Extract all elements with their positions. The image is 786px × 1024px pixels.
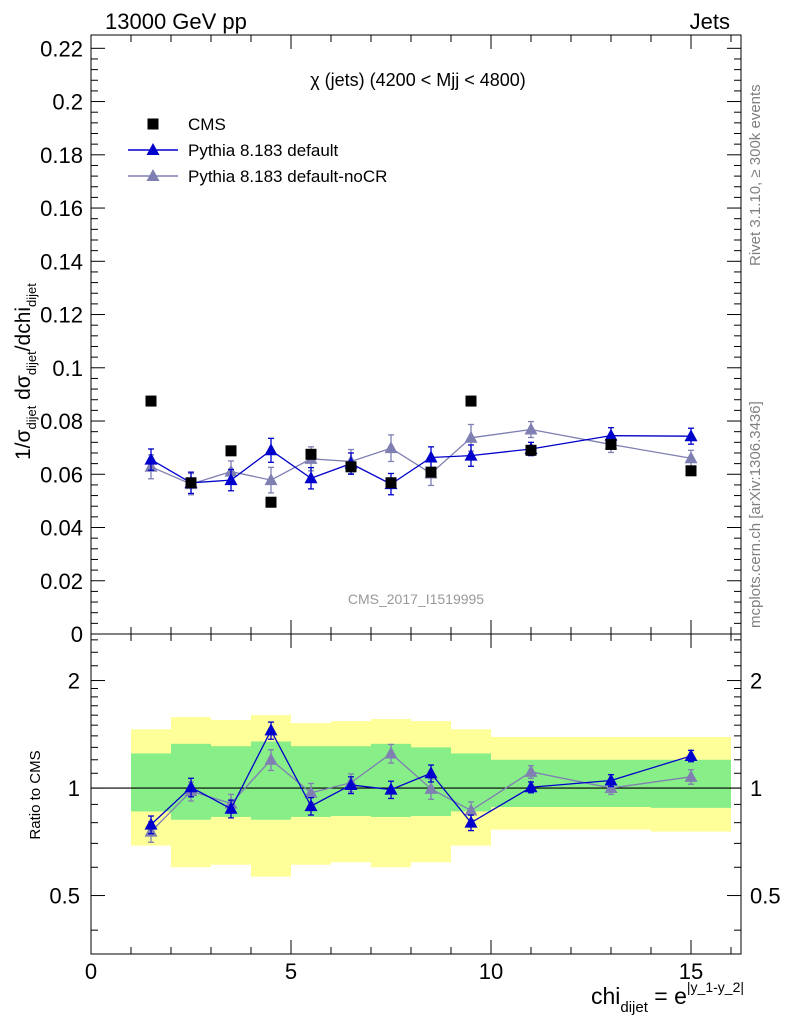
cms-point xyxy=(345,461,357,473)
ratio-default-point xyxy=(684,748,698,761)
ratio-y-tick-label: 2 xyxy=(68,669,80,694)
y-tick-label: 0.14 xyxy=(40,249,83,274)
ratio-default-point xyxy=(524,780,538,793)
default-point xyxy=(684,429,698,442)
ratio-default-point xyxy=(424,766,438,779)
ratio-y-tick-label-right: 2 xyxy=(750,669,762,694)
x-tick-label: 0 xyxy=(85,959,97,984)
ratio-default-point xyxy=(344,777,358,790)
header-left: 13000 GeV pp xyxy=(105,9,247,34)
default-point xyxy=(264,443,278,456)
ratio-noCR-point xyxy=(264,752,278,765)
ratio-default-point xyxy=(464,815,478,828)
mcplots-label: mcplots.cern.ch [arXiv:1306.3436] xyxy=(747,401,764,628)
noCR-point xyxy=(384,441,398,454)
noCR-line xyxy=(150,428,692,485)
legend-label: Pythia 8.183 default-noCR xyxy=(188,167,387,186)
default-point xyxy=(304,471,318,484)
cms-point xyxy=(145,395,157,407)
ratio-default-point xyxy=(184,780,198,793)
y-tick-label: 0.12 xyxy=(40,303,83,328)
ratio-default-point xyxy=(304,799,318,812)
cms-point xyxy=(465,395,477,407)
header-right: Jets xyxy=(690,9,730,34)
legend-label: CMS xyxy=(188,115,226,134)
ratio-noCR-point xyxy=(464,803,478,816)
legend-marker xyxy=(146,143,160,155)
y-tick-label: 0.04 xyxy=(40,516,83,541)
rivet-label: Rivet 3.1.10, ≥ 300k events xyxy=(747,84,764,266)
cms-point xyxy=(425,466,437,478)
noCR-point xyxy=(464,430,478,443)
y-tick-label: 0.18 xyxy=(40,143,83,168)
legend-label: Pythia 8.183 default xyxy=(188,141,339,160)
cms-point xyxy=(385,477,397,489)
default-point xyxy=(604,428,618,441)
cms-point xyxy=(225,445,237,457)
legend-marker xyxy=(147,118,159,130)
y-tick-label: 0.16 xyxy=(40,196,83,221)
main-data-layer xyxy=(144,395,698,508)
ratio-noCR-line xyxy=(150,752,692,833)
ratio-data-layer xyxy=(144,721,698,843)
ratio-noCR-point xyxy=(524,764,538,777)
ratio-default-point xyxy=(604,773,618,786)
default-point xyxy=(144,452,158,465)
cms-point xyxy=(525,444,537,456)
ratio-y-tick-label: 1 xyxy=(68,776,80,801)
ratio-default-point xyxy=(224,801,238,814)
ratio-default-point xyxy=(384,782,398,795)
main-title: χ (jets) (4200 < Mjj < 4800) xyxy=(310,70,526,90)
ratio-ticks: 0.5 0.5 1 1 2 2 0 5 10 15 xyxy=(49,634,781,984)
cms-point xyxy=(605,438,617,450)
y-tick-label: 0.06 xyxy=(40,462,83,487)
cms-point xyxy=(305,448,317,460)
ratio-default-line xyxy=(150,729,692,826)
cms-point xyxy=(265,496,277,508)
noCR-point xyxy=(524,422,538,435)
y-tick-label: 0.08 xyxy=(40,409,83,434)
default-point xyxy=(224,473,238,486)
y-tick-label: 0.1 xyxy=(52,356,83,381)
cms-point xyxy=(185,477,197,489)
main-ylabel: 1/σdijet dσdijet/dchidijet xyxy=(12,283,39,460)
y-tick-label: 0.2 xyxy=(52,90,83,115)
watermark: CMS_2017_I1519995 xyxy=(348,591,484,607)
y-tick-label: 0 xyxy=(71,622,83,647)
ratio-noCR-point xyxy=(384,746,398,759)
ratio-default-point xyxy=(144,817,158,830)
ratio-noCR-point xyxy=(304,785,318,798)
ratio-noCR-point xyxy=(424,781,438,794)
ratio-y-tick-label-right: 0.5 xyxy=(750,884,781,909)
x-tick-label: 15 xyxy=(679,959,703,984)
cms-point xyxy=(685,465,697,477)
default-point xyxy=(424,450,438,463)
y-tick-label: 0.22 xyxy=(40,36,83,61)
noCR-point xyxy=(684,451,698,464)
default-line xyxy=(150,435,692,485)
ratio-ylabel: Ratio to CMS xyxy=(27,750,44,839)
x-axis-label: chidijet = e|y_1-y_2| xyxy=(591,979,744,1016)
main-ticks: 0 0.02 0.04 0.06 0.08 0.1 0.12 0.14 0.16 0.18 0.2 0… xyxy=(40,35,741,647)
legend-marker xyxy=(146,169,160,181)
x-tick-label: 5 xyxy=(285,959,297,984)
inner-band xyxy=(131,753,171,812)
noCR-point xyxy=(264,473,278,486)
ratio-default-point xyxy=(264,723,278,736)
ratio-y-tick-label-right: 1 xyxy=(750,776,762,801)
y-tick-label: 0.02 xyxy=(40,569,83,594)
ratio-noCR-point xyxy=(684,769,698,782)
ratio-frame xyxy=(90,633,742,955)
default-point xyxy=(464,448,478,461)
legend: CMS Pythia 8.183 default Pythia 8.183 defa… xyxy=(128,115,387,186)
x-tick-label: 10 xyxy=(479,959,503,984)
ratio-y-tick-label: 0.5 xyxy=(49,884,80,909)
